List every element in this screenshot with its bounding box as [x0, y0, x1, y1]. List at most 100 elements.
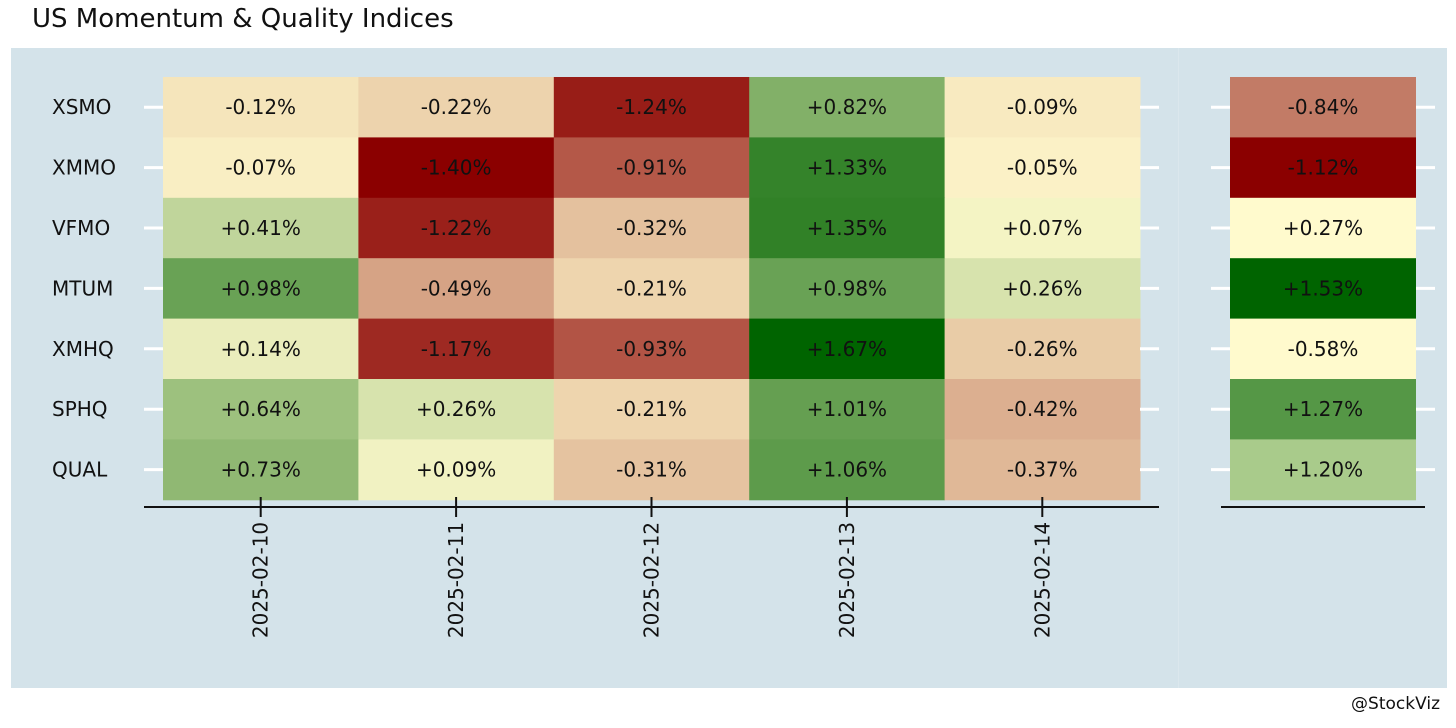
cell-value-label: +0.26% [1002, 276, 1082, 300]
heatmap-cell [944, 379, 1141, 440]
heatmap-cell [358, 77, 555, 138]
cell-value-label: +1.33% [807, 156, 887, 180]
heatmap-cell [553, 439, 750, 501]
heatmap-cell [944, 77, 1141, 138]
heatmap-cell [163, 439, 359, 501]
cell-value-label: -0.91% [616, 156, 687, 180]
heatmap-cell [749, 258, 946, 320]
heatmap-cell [553, 197, 750, 259]
heatmap-cell [163, 318, 359, 380]
x-tick-label: 2025-02-13 [835, 522, 859, 638]
heatmap-cell [163, 197, 359, 259]
credit-text: @StockViz [1351, 694, 1440, 714]
heatmap-cell [553, 318, 750, 380]
cell-value-label: -0.12% [225, 95, 296, 119]
row-label: VFMO [52, 216, 110, 240]
heatmap-cell [749, 77, 946, 138]
cell-value-label: +1.67% [807, 337, 887, 361]
cell-value-label: +0.07% [1002, 216, 1082, 240]
cell-value-label: +0.64% [221, 397, 301, 421]
heatmap-cell [553, 379, 750, 440]
cell-value-label: -1.17% [421, 337, 492, 361]
row-label: MTUM [52, 276, 113, 300]
side-heatmap-cell [1230, 439, 1416, 501]
heatmap-cell [163, 379, 359, 440]
row-label: QUAL [52, 458, 108, 482]
x-tick-label: 2025-02-11 [444, 522, 468, 638]
x-tick-label: 2025-02-10 [249, 522, 273, 638]
cell-value-label: -0.31% [616, 458, 687, 482]
side-cell-value-label: +1.20% [1283, 458, 1363, 482]
side-heatmap-cell [1230, 137, 1416, 199]
heatmap-cell [358, 137, 555, 199]
row-label: XMMO [52, 156, 116, 180]
heatmap-cell [163, 77, 359, 138]
side-cell-value-label: -1.12% [1288, 156, 1359, 180]
cell-value-label: -0.07% [225, 156, 296, 180]
cell-value-label: +1.35% [807, 216, 887, 240]
cell-value-label: -0.21% [616, 276, 687, 300]
heatmap-cell [944, 439, 1141, 501]
heatmap-cell [944, 197, 1141, 259]
chart-title: US Momentum & Quality Indices [32, 4, 454, 34]
heatmap-cell [553, 137, 750, 199]
cell-value-label: +0.98% [221, 276, 301, 300]
cell-value-label: -1.24% [616, 95, 687, 119]
side-heatmap-cell [1230, 197, 1416, 259]
side-heatmap-cell [1230, 77, 1416, 138]
heatmap-cell [358, 379, 555, 440]
heatmap-cell [944, 318, 1141, 380]
heatmap-cell [163, 137, 359, 199]
cell-value-label: -0.22% [421, 95, 492, 119]
side-cell-value-label: +0.27% [1283, 216, 1363, 240]
cell-value-label: +1.06% [807, 458, 887, 482]
heatmap-cell [749, 318, 946, 380]
cell-value-label: +0.09% [416, 458, 496, 482]
heatmap-cell [944, 137, 1141, 199]
side-heatmap-cell [1230, 318, 1416, 380]
cell-value-label: -0.09% [1007, 95, 1078, 119]
cell-value-label: +0.26% [416, 397, 496, 421]
heatmap-cell [358, 439, 555, 501]
cell-value-label: +0.98% [807, 276, 887, 300]
cell-value-label: -0.93% [616, 337, 687, 361]
heatmap-cell [944, 258, 1141, 320]
row-label: SPHQ [52, 397, 108, 421]
cell-value-label: -1.22% [421, 216, 492, 240]
side-cell-value-label: -0.58% [1288, 337, 1359, 361]
side-cell-value-label: +1.53% [1283, 276, 1363, 300]
cell-value-label: -0.26% [1007, 337, 1078, 361]
cell-value-label: +0.73% [221, 458, 301, 482]
cell-value-label: -0.49% [421, 276, 492, 300]
heatmap-cell [749, 439, 946, 501]
panel-divider [1178, 48, 1179, 688]
heatmap-cell [163, 258, 359, 320]
cell-value-label: +0.41% [221, 216, 301, 240]
cell-value-label: -0.05% [1007, 156, 1078, 180]
heatmap-cell [553, 77, 750, 138]
row-label: XSMO [52, 95, 111, 119]
cell-value-label: -0.37% [1007, 458, 1078, 482]
cell-value-label: +1.01% [807, 397, 887, 421]
heatmap-cell [553, 258, 750, 320]
row-label: XMHQ [52, 337, 114, 361]
x-tick-label: 2025-02-12 [640, 522, 664, 638]
cell-value-label: -0.21% [616, 397, 687, 421]
cell-value-label: -1.40% [421, 156, 492, 180]
heatmap-cell [358, 197, 555, 259]
heatmap-cell [749, 137, 946, 199]
side-heatmap-cell [1230, 258, 1416, 320]
heatmap-cell [358, 318, 555, 380]
side-cell-value-label: +1.27% [1283, 397, 1363, 421]
x-tick-label: 2025-02-14 [1030, 522, 1054, 638]
cell-value-label: +0.14% [221, 337, 301, 361]
side-cell-value-label: -0.84% [1288, 95, 1359, 119]
heatmap-cell [749, 197, 946, 259]
cell-value-label: +0.82% [807, 95, 887, 119]
cell-value-label: -0.32% [616, 216, 687, 240]
cell-value-label: -0.42% [1007, 397, 1078, 421]
side-heatmap-cell [1230, 379, 1416, 440]
heatmap-cell [749, 379, 946, 440]
heatmap-cell [358, 258, 555, 320]
